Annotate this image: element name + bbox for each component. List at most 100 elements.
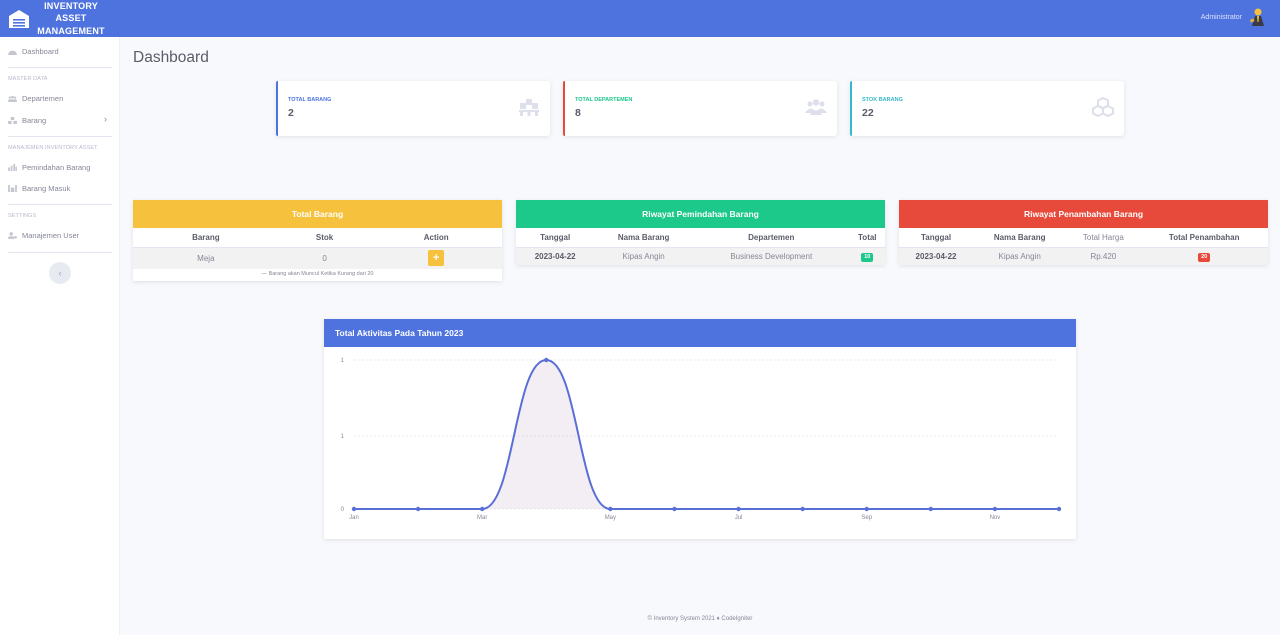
column-header: Stok — [278, 228, 371, 248]
column-header: Departemen — [692, 228, 850, 248]
brand-title: INVENTORY ASSET MANAGEMENT — [34, 0, 108, 37]
chevron-right-icon[interactable]: › — [104, 114, 107, 124]
stat-label: TOTAL DEPARTEMEN — [575, 97, 633, 103]
stat-card-total-departemen: TOTAL DEPARTEMEN 8 — [563, 81, 837, 136]
data-point — [479, 506, 485, 512]
user-avatar-icon[interactable] — [1248, 7, 1266, 27]
column-header: Tanggal — [899, 228, 974, 248]
table-row: 2023-04-22 Kipas Angin Rp.420 20 — [899, 247, 1268, 265]
table-cell: 10 — [849, 247, 885, 265]
stat-card-stok-barang: STOK BARANG 22 — [850, 81, 1124, 136]
sidebar-item-label: Dashboard — [22, 47, 59, 56]
x-tick-label: Nov — [990, 515, 1001, 521]
sidebar-item-departemen[interactable]: Departemen — [8, 94, 63, 103]
panel-header: Riwayat Pemindahan Barang — [516, 200, 885, 228]
table-cell: Kipas Angin — [973, 247, 1067, 265]
x-tick-label: Sep — [861, 515, 872, 521]
users-icon — [805, 99, 827, 115]
sidebar-item-manajemen-user[interactable]: Manajemen User — [8, 231, 79, 240]
y-tick-label: 1 — [341, 358, 345, 364]
table-header-row: Tanggal Nama Barang Total Harga Total Pe… — [899, 228, 1268, 248]
table-header-row: Tanggal Nama Barang Departemen Total — [516, 228, 885, 248]
chart-icon — [8, 164, 17, 171]
brand-line: MANAGEMENT — [37, 25, 105, 36]
pemindahan-table: Tanggal Nama Barang Departemen Total 202… — [516, 228, 885, 265]
chevron-left-icon: ‹ — [58, 268, 62, 278]
table-cell: + — [370, 247, 502, 269]
sidebar-divider — [8, 252, 112, 253]
data-point — [351, 506, 357, 512]
data-point — [608, 506, 613, 512]
panel-riwayat-penambahan: Riwayat Penambahan Barang Tanggal Nama B… — [899, 200, 1268, 265]
brand[interactable]: INVENTORY ASSET MANAGEMENT — [0, 0, 120, 37]
table-cell: Business Development — [692, 247, 850, 265]
sidebar-item-label: Barang Masuk — [22, 184, 71, 193]
stat-value: 8 — [575, 107, 581, 119]
panel-note: — Barang akan Muncul Ketika Kurang dari … — [261, 271, 374, 277]
panel-header: Total Barang — [133, 200, 502, 228]
data-point — [544, 357, 549, 363]
x-tick-label: May — [605, 515, 616, 521]
sidebar-toggle-button[interactable]: ‹ — [49, 262, 71, 284]
sidebar-item-label: Barang — [22, 116, 47, 125]
sidebar-item-pemindahan[interactable]: Pemindahan Barang — [8, 163, 90, 172]
sidebar-heading-inventory: MANAJEMEN INVENTORY ASSET — [8, 145, 98, 151]
sidebar-item-barang-masuk[interactable]: Barang Masuk — [8, 184, 70, 193]
y-tick-label: 0 — [341, 507, 345, 513]
stat-value: 22 — [862, 107, 874, 119]
table-cell: Rp.420 — [1066, 247, 1141, 265]
stat-label: STOK BARANG — [862, 97, 903, 103]
penambahan-table: Tanggal Nama Barang Total Harga Total Pe… — [899, 228, 1268, 265]
stat-value: 2 — [288, 107, 294, 119]
data-point — [800, 506, 805, 512]
data-point — [672, 506, 677, 512]
x-tick-label: Jan — [349, 515, 359, 521]
column-header: Total — [849, 228, 885, 248]
table-cell: 20 — [1140, 247, 1268, 265]
sidebar-heading-master: MASTER DATA — [8, 76, 48, 82]
data-point — [1056, 506, 1062, 512]
table-cell: 2023-04-22 — [516, 247, 595, 265]
column-header: Total Harga — [1066, 228, 1141, 248]
table-cell: Meja — [133, 247, 279, 269]
footer: © Inventory System 2021 ♦ CodeIgniter — [647, 616, 753, 622]
sidebar-heading-settings: SETTINGS — [8, 213, 37, 219]
boxes-icon — [8, 117, 17, 124]
sidebar-item-barang[interactable]: Barang — [8, 116, 112, 125]
sidebar-divider — [8, 67, 112, 68]
table-cell: Kipas Angin — [594, 247, 693, 265]
stat-card-total-barang: TOTAL BARANG 2 — [276, 81, 550, 136]
data-point — [928, 506, 934, 512]
column-header: Action — [370, 228, 502, 248]
table-row: 2023-04-22 Kipas Angin Business Developm… — [516, 247, 885, 265]
page-title: Dashboard — [133, 49, 209, 66]
activity-chart: 0 1 1 Jan Mar May Jul Sep Nov — [341, 357, 1062, 521]
panel-total-barang: Total Barang Barang Stok Action Meja 0 +… — [133, 200, 502, 281]
sidebar-item-label: Manajemen User — [22, 231, 80, 240]
column-header: Barang — [133, 228, 279, 248]
column-header: Nama Barang — [973, 228, 1067, 248]
brand-line: ASSET — [55, 13, 87, 24]
x-tick-label: Jul — [735, 515, 743, 521]
sidebar: Dashboard MASTER DATA Departemen Barang … — [0, 37, 120, 635]
column-header: Nama Barang — [594, 228, 693, 248]
sidebar-item-dashboard[interactable]: Dashboard — [8, 47, 59, 56]
add-stock-button[interactable]: + — [428, 250, 445, 267]
cubes-icon — [1092, 97, 1114, 117]
table-row: Meja 0 + — [133, 247, 502, 269]
stat-card-accent — [276, 81, 278, 136]
column-header: Total Penambahan — [1140, 228, 1268, 248]
y-tick-label: 1 — [341, 434, 345, 440]
user-name[interactable]: Administrator — [1200, 13, 1242, 21]
brand-line: INVENTORY — [44, 1, 98, 11]
sidebar-divider — [8, 136, 112, 137]
table-cell: 2023-04-22 — [899, 247, 974, 265]
sidebar-item-label: Pemindahan Barang — [22, 163, 91, 172]
panel-riwayat-pemindahan: Riwayat Pemindahan Barang Tanggal Nama B… — [516, 200, 885, 265]
data-point — [736, 506, 741, 512]
sidebar-divider — [8, 204, 112, 205]
user-menu[interactable]: Administrator — [1201, 7, 1266, 27]
series-line — [354, 358, 1059, 510]
data-point — [415, 506, 421, 512]
stat-card-accent — [850, 81, 852, 136]
